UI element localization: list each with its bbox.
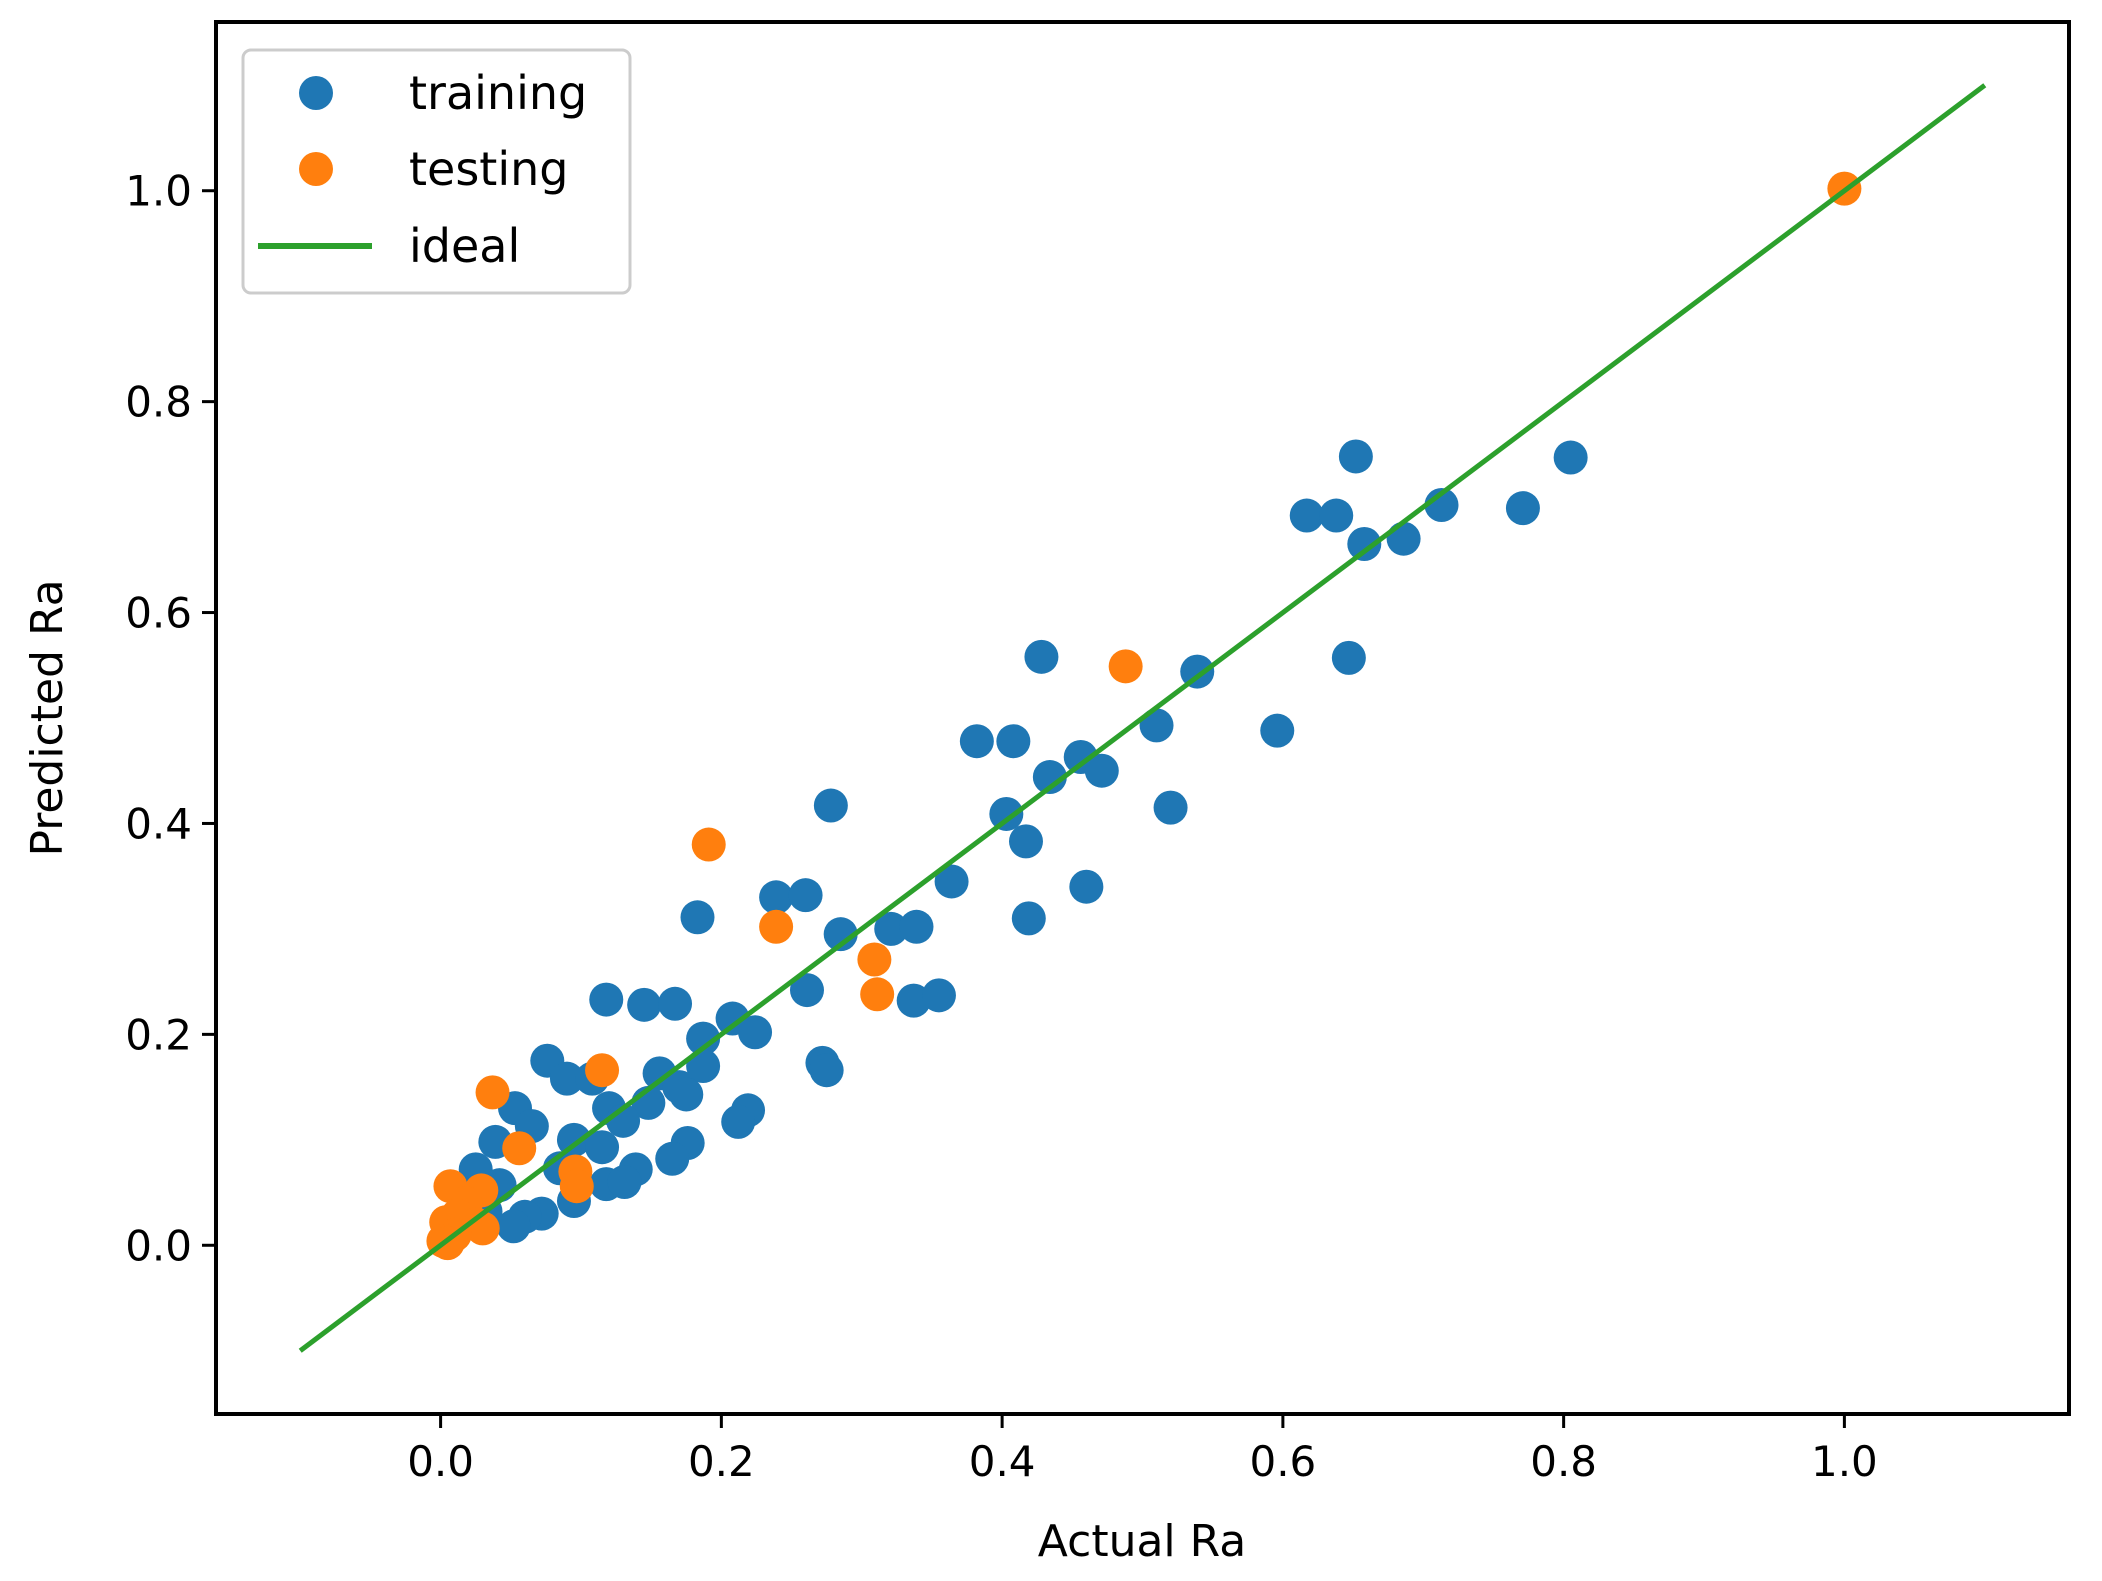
training-point-30 (899, 909, 934, 944)
legend-marker-testing (299, 152, 333, 186)
training-point-48 (669, 1077, 704, 1112)
training-point-31 (789, 973, 824, 1008)
legend-label-ideal: ideal (409, 219, 520, 273)
testing-point-8 (502, 1131, 537, 1166)
training-point-20 (989, 796, 1024, 831)
training-point-7 (1386, 521, 1421, 556)
training-point-10 (1180, 654, 1215, 689)
x-tick-label: 1.0 (1811, 1437, 1878, 1486)
y-tick-label: 0.2 (125, 1010, 192, 1059)
training-point-23 (934, 864, 969, 899)
training-point-5 (1505, 491, 1540, 526)
training-point-17 (1084, 753, 1119, 788)
training-point-0 (1338, 439, 1373, 474)
training-point-4 (1424, 487, 1459, 522)
x-tick-label: 0.4 (969, 1437, 1036, 1486)
x-tick-label: 0.0 (407, 1437, 474, 1486)
testing-point-4 (857, 942, 892, 977)
series-training (430, 439, 1588, 1257)
training-point-29 (874, 911, 909, 946)
training-point-32 (896, 983, 931, 1018)
x-axis-label: Actual Ra (1038, 1516, 1246, 1567)
training-point-19 (1153, 790, 1188, 825)
training-point-3 (1319, 498, 1354, 533)
legend-label-training: training (409, 66, 587, 120)
training-point-18 (813, 788, 848, 823)
training-point-1 (1553, 440, 1588, 475)
x-axis-ticks: 0.0 0.2 0.4 0.6 0.8 1.0 (407, 1414, 1878, 1486)
training-point-13 (959, 724, 994, 759)
training-point-14 (996, 724, 1031, 759)
training-point-34 (589, 982, 624, 1017)
x-tick-label: 0.2 (688, 1437, 755, 1486)
legend: training testing ideal (241, 48, 632, 295)
training-point-21 (1008, 824, 1043, 859)
series-line-ideal (298, 83, 1987, 1353)
training-point-16 (1032, 760, 1067, 795)
y-tick-label: 0.0 (125, 1221, 192, 1270)
testing-point-5 (860, 977, 895, 1012)
training-point-33 (921, 978, 956, 1013)
training-point-28 (823, 917, 858, 952)
series-layer (298, 83, 1987, 1353)
legend-box (241, 48, 632, 295)
training-point-36 (658, 986, 693, 1021)
y-tick-label: 1.0 (125, 167, 192, 216)
training-point-42 (809, 1053, 844, 1088)
training-point-58 (585, 1130, 620, 1165)
y-axis-label: Predicted Ra (22, 579, 73, 856)
y-tick-label: 0.4 (125, 799, 192, 848)
series-ideal (298, 83, 1987, 1353)
y-axis-ticks: 0.0 0.2 0.4 0.6 0.8 1.0 (125, 167, 216, 1270)
training-point-22 (1069, 869, 1104, 904)
training-point-39 (686, 1021, 721, 1056)
testing-point-7 (475, 1075, 510, 1110)
training-point-25 (788, 878, 823, 913)
y-tick-label: 0.6 (125, 589, 192, 638)
testing-point-3 (759, 909, 794, 944)
testing-point-1 (1108, 649, 1143, 684)
training-point-38 (738, 1015, 773, 1050)
testing-point-10 (559, 1169, 594, 1204)
y-tick-label: 0.8 (125, 378, 192, 427)
x-tick-label: 0.6 (1249, 1437, 1316, 1486)
training-point-65 (607, 1165, 642, 1199)
series-testing (426, 171, 1862, 1261)
plot-frame (214, 20, 2071, 1416)
training-point-60 (655, 1141, 690, 1176)
training-point-12 (1260, 713, 1295, 748)
training-point-6 (1347, 527, 1382, 561)
x-tick-label: 0.8 (1530, 1437, 1597, 1486)
training-point-8 (1024, 639, 1059, 674)
training-point-57 (556, 1122, 591, 1157)
training-point-9 (1331, 640, 1366, 675)
legend-marker-training (299, 76, 333, 110)
testing-point-2 (691, 827, 726, 862)
legend-label-testing: testing (409, 142, 568, 196)
testing-point-6 (585, 1053, 620, 1088)
training-point-53 (721, 1104, 756, 1139)
training-point-35 (627, 987, 662, 1022)
training-point-70 (496, 1209, 531, 1244)
training-point-45 (549, 1061, 584, 1096)
training-point-24 (759, 880, 794, 915)
training-point-27 (1011, 901, 1046, 936)
training-point-26 (680, 900, 715, 935)
training-point-2 (1289, 498, 1324, 533)
